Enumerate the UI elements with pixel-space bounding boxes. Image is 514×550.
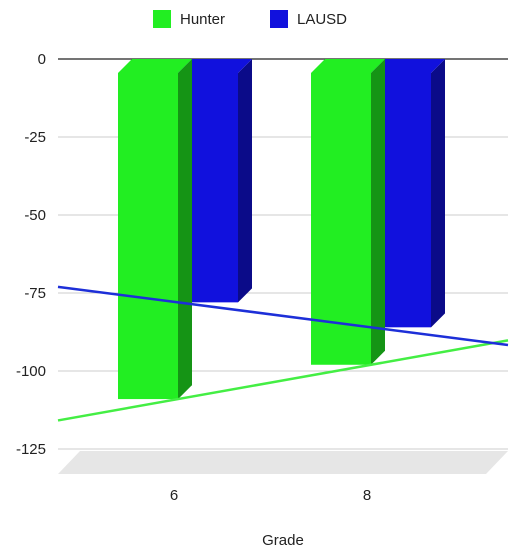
- bar-side: [178, 59, 192, 400]
- x-tick-label: 8: [363, 487, 371, 504]
- bars: [118, 59, 445, 400]
- chart-floor: [58, 451, 508, 474]
- bar-top: [178, 59, 252, 73]
- bar-top: [311, 59, 385, 73]
- legend-swatch-lausd: [270, 10, 288, 28]
- y-tick-label: -25: [24, 129, 46, 146]
- x-axis-title: Grade: [262, 532, 304, 549]
- legend-label-hunter: Hunter: [180, 11, 225, 28]
- bar-top: [118, 59, 192, 73]
- legend-label-lausd: LAUSD: [297, 11, 347, 28]
- trendline-lausd: [57, 285, 509, 347]
- bar-side: [371, 59, 385, 365]
- bar-side: [431, 59, 445, 328]
- bar-top: [371, 59, 445, 73]
- y-tick-label: -75: [24, 285, 46, 302]
- y-tick-label: -100: [16, 363, 46, 380]
- y-axis-tick-labels: 0 -25 -50 -75 -100 -125: [16, 51, 46, 458]
- trendline-hunter: [57, 339, 509, 422]
- bar-hunter-6: [118, 59, 192, 400]
- legend-swatch-hunter: [153, 10, 171, 28]
- y-tick-label: 0: [38, 51, 46, 68]
- trendlines: [57, 285, 509, 422]
- y-tick-label: -50: [24, 207, 46, 224]
- bar-hunter-8: [311, 59, 385, 365]
- bar-front: [118, 73, 178, 400]
- x-tick-label: 6: [170, 487, 178, 504]
- legend: Hunter LAUSD: [153, 10, 347, 28]
- bar-front: [311, 73, 371, 365]
- bar-side: [238, 59, 252, 303]
- y-tick-label: -125: [16, 441, 46, 458]
